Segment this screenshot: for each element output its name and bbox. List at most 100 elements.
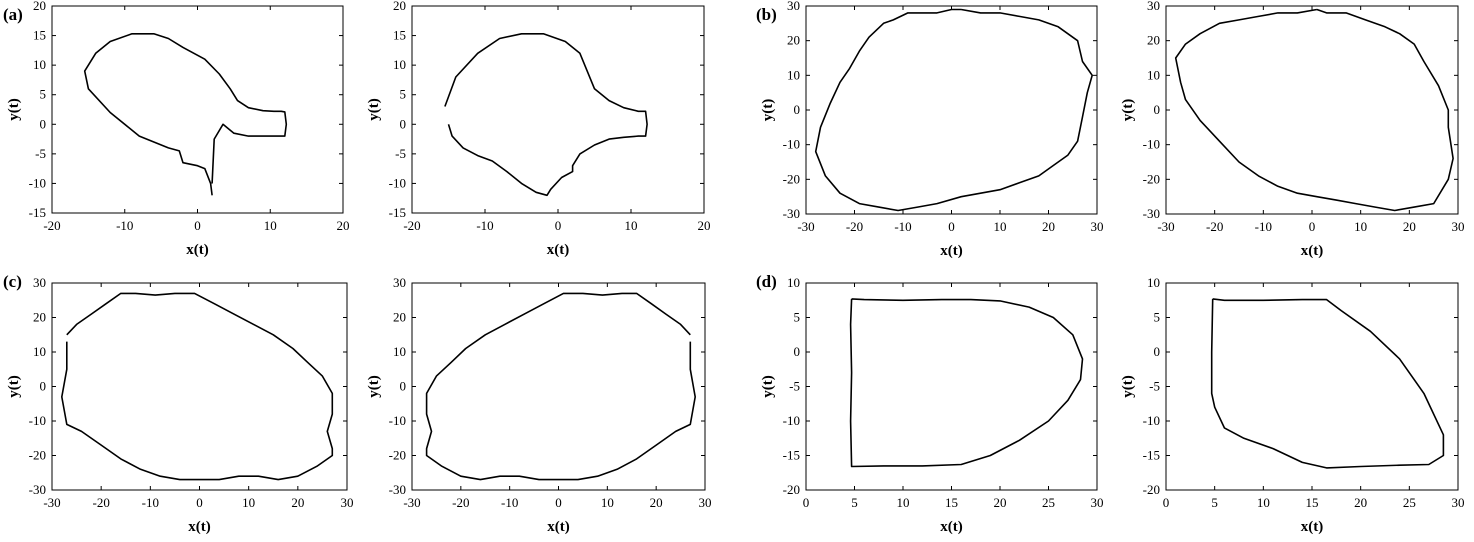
x-tick-label: 10 [242,495,255,510]
x-tick-label: 30 [1091,219,1104,234]
plot-1: -20 -10 0 10 20 -15 -10 -5 0 5 10 15 20 x(t) y(t) [6,0,350,258]
y-tick-label: 10 [393,344,406,359]
x-tick-label: 20 [291,495,304,510]
trajectory-line [425,292,697,481]
y-tick-label: 5 [40,87,47,102]
plot-frame [1165,282,1459,491]
x-tick-label: -20 [403,218,420,233]
y-tick-label: -5 [789,379,800,394]
x-tick-label: -10 [894,219,911,234]
y-tick-label: -15 [1143,448,1160,463]
x-tick-label: 0 [1309,219,1316,234]
y-axis-label: y(t) [6,98,22,121]
x-tick-label: -10 [1255,219,1272,234]
y-tick-label: 0 [400,379,407,394]
x-tick-label: 20 [650,495,663,510]
y-tick-label: -5 [395,146,406,161]
y-tick-label: -10 [783,137,800,152]
y-tick-label: 0 [40,116,47,131]
plot-frame [411,282,706,491]
y-axis-label: y(t) [760,99,776,122]
panel-label-c: (c) [3,272,22,291]
x-axis-label: x(t) [547,519,570,535]
panel-label-b: (b) [756,5,777,24]
plot-frame [51,5,344,214]
x-tick-label: -10 [501,495,518,510]
y-tick-label: -20 [389,448,406,463]
y-tick-label: 20 [33,0,46,13]
x-tick-label: 20 [1403,219,1416,234]
x-axis-label: x(t) [940,243,963,259]
x-tick-label: 10 [1257,495,1270,510]
y-tick-label: -5 [35,146,46,161]
x-tick-label: 0 [555,495,562,510]
y-tick-label: 30 [1147,0,1160,13]
y-tick-label: -20 [1143,482,1160,497]
y-tick-label: -15 [783,448,800,463]
trajectory-line [444,32,648,197]
y-tick-label: 20 [393,310,406,325]
x-tick-label: 10 [994,219,1007,234]
x-tick-label: 30 [699,495,712,510]
y-tick-label: 20 [393,0,406,13]
x-tick-label: 30 [1452,219,1465,234]
y-tick-label: -30 [29,482,46,497]
x-axis-label: x(t) [940,519,963,535]
y-tick-label: 0 [1154,344,1161,359]
y-tick-label: 20 [787,33,800,48]
x-tick-label: 20 [1042,219,1055,234]
plot-6: -30 -20 -10 0 10 20 30 -30 -20 -10 0 10 20 30 x(t) y(t) [366,275,712,535]
y-tick-label: 5 [400,87,407,102]
trajectory-line [814,8,1093,212]
y-tick-label: -30 [1143,206,1160,221]
y-tick-label: 15 [393,28,406,43]
plot-frame [51,282,348,491]
trajectory-line [60,292,334,481]
x-tick-label: -20 [452,495,469,510]
plot-2: -20 -10 0 10 20 -15 -10 -5 0 5 10 15 20 x(t) y(t) [366,0,711,258]
x-tick-label: 20 [337,218,350,233]
panel-label-a: (a) [3,5,23,24]
x-tick-label: 15 [1306,495,1319,510]
x-tick-label: 10 [897,495,910,510]
y-axis-label: y(t) [6,375,22,398]
x-axis-label: x(t) [1301,519,1324,535]
y-tick-label: 0 [1154,102,1161,117]
x-tick-label: 15 [945,495,958,510]
y-tick-label: 0 [40,379,47,394]
x-tick-label: 20 [698,218,711,233]
y-tick-label: -15 [29,205,46,220]
x-axis-label: x(t) [1301,243,1324,259]
x-tick-label: 0 [555,218,562,233]
x-tick-label: 30 [1091,495,1104,510]
y-tick-label: 10 [787,67,800,82]
x-tick-label: 10 [264,218,277,233]
y-tick-label: -5 [1149,379,1160,394]
y-tick-label: 0 [400,116,407,131]
x-tick-label: -20 [1206,219,1223,234]
y-tick-label: 10 [33,57,46,72]
y-tick-label: 10 [787,275,800,290]
x-tick-label: -20 [92,495,109,510]
x-tick-label: 0 [196,495,203,510]
y-tick-label: 10 [393,57,406,72]
y-axis-label: y(t) [1120,99,1136,122]
y-axis-label: y(t) [1120,375,1136,398]
x-tick-label: -30 [1157,219,1174,234]
x-tick-label: 10 [601,495,614,510]
y-axis-label: y(t) [760,375,776,398]
y-tick-label: 0 [794,102,801,117]
x-tick-label: 5 [851,495,858,510]
y-tick-label: 15 [33,28,46,43]
plot-8: 0 5 10 15 20 25 30 -20 -15 -10 -5 0 5 10 x(t) y(t) [1120,275,1465,535]
x-axis-label: x(t) [547,242,570,258]
x-tick-label: -30 [797,219,814,234]
x-tick-label: -20 [846,219,863,234]
y-tick-label: 10 [1147,67,1160,82]
x-tick-label: -30 [403,495,420,510]
y-tick-label: 10 [33,344,46,359]
x-tick-label: 30 [1452,495,1465,510]
y-tick-label: -15 [389,205,406,220]
y-tick-label: -10 [389,413,406,428]
